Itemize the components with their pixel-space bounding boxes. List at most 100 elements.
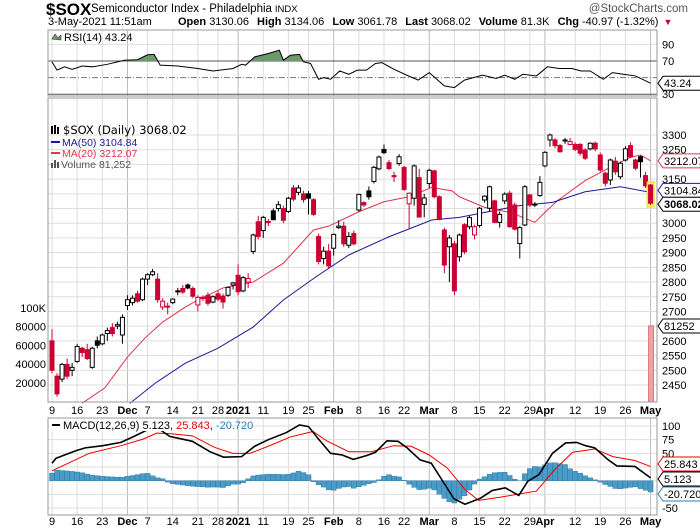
rsi-line <box>51 49 651 89</box>
brand-logo[interactable]: @StockCharts.com <box>588 3 688 15</box>
ma20-value-tag-text: 3212.07 <box>664 156 700 168</box>
date-label: 14 <box>167 405 179 417</box>
macd-date-label: 8 <box>356 516 362 528</box>
candle-body <box>582 149 588 159</box>
candle <box>638 155 644 178</box>
candle-body <box>175 290 181 293</box>
volume-axis-tick: 20000 <box>15 378 46 390</box>
candle-body <box>477 207 483 227</box>
ma50-value-tag-text: 3104.84 <box>664 185 700 197</box>
candle <box>366 186 372 200</box>
candle <box>145 273 151 285</box>
candle <box>381 144 387 155</box>
macd-histogram-bar <box>175 480 181 485</box>
candle <box>542 151 548 168</box>
macd-histogram-bar <box>597 480 603 483</box>
macd-date-label: Mar <box>419 516 439 528</box>
candle <box>295 184 301 196</box>
macd-histogram-bar <box>341 480 347 488</box>
candle <box>195 295 201 312</box>
volume-value-tag-box <box>657 318 700 334</box>
candle-body <box>290 187 296 200</box>
candle-body <box>547 134 553 141</box>
candle <box>230 282 236 290</box>
rsi-axis-tick: 70 <box>662 56 674 68</box>
macd-histogram-bar <box>632 480 639 488</box>
index-name: Semiconductor Index - Philadelphia INDX <box>91 3 298 15</box>
candle <box>104 327 110 341</box>
macd-histogram-bar <box>275 474 282 481</box>
candle <box>391 171 397 183</box>
macd-date-label: 26 <box>619 516 631 528</box>
candle-body <box>542 151 548 167</box>
candle-body <box>155 278 161 301</box>
candle <box>607 158 613 185</box>
rsi-axis-tick: 90 <box>662 39 674 51</box>
candle <box>497 211 503 228</box>
candle <box>567 137 573 146</box>
macd-histogram-bar <box>356 480 362 487</box>
price-axis-tick: 2600 <box>662 336 686 348</box>
candle-body <box>54 375 60 395</box>
date-label: 8 <box>451 405 457 417</box>
rsi-value-tag: 43.24 <box>657 75 700 91</box>
candle-body <box>517 227 523 245</box>
candle <box>346 232 352 249</box>
candle <box>522 184 528 227</box>
macd-legend-separator: , <box>170 420 176 432</box>
macd-date-label: 16 <box>378 516 390 528</box>
open-value: 3130.06 <box>209 16 249 28</box>
macd-histogram-bar <box>94 475 100 481</box>
candle <box>451 240 457 296</box>
candle <box>436 195 442 221</box>
candle-body <box>502 193 508 202</box>
macd-date-label: 16 <box>71 516 83 528</box>
candle-body <box>331 233 337 249</box>
macd-histogram-bar <box>507 475 513 481</box>
candle <box>336 220 342 230</box>
candle <box>446 234 452 283</box>
down-triangle-icon: ▼ <box>663 17 673 27</box>
candle-body <box>607 159 613 181</box>
macd-histogram-bar <box>300 472 307 481</box>
macd-axis-tick: 75 <box>662 435 674 447</box>
candle <box>99 333 105 346</box>
date-label: Mar <box>419 405 439 417</box>
candle <box>572 142 578 152</box>
candle <box>311 198 317 216</box>
macd-histogram-bar <box>79 472 85 481</box>
candle <box>431 169 437 199</box>
candle-body <box>165 305 171 308</box>
candle <box>547 133 553 147</box>
candle <box>627 142 633 158</box>
candle <box>351 230 357 246</box>
candle-body <box>260 216 266 232</box>
candle-body <box>643 175 649 187</box>
candle-body <box>135 293 141 302</box>
index-name-text: Semiconductor Index - Philadelphia <box>91 3 272 15</box>
candle-body <box>356 193 362 211</box>
date-label: 28 <box>212 405 224 417</box>
candle-body <box>436 196 442 220</box>
date-label: 25 <box>302 405 314 417</box>
candle-body <box>522 186 528 226</box>
macd-histogram-bar <box>225 480 231 487</box>
macd-value-tag-text: 5.123 <box>664 474 692 486</box>
candle <box>89 346 95 369</box>
macd-histogram-bar <box>471 480 478 485</box>
candlestick-icon <box>51 125 59 134</box>
candle <box>512 202 518 231</box>
macd-histogram-bar <box>416 480 422 490</box>
macd-histogram-bar <box>421 480 427 490</box>
ma20-line <box>81 154 651 404</box>
macd-histogram-bar <box>220 480 226 488</box>
candle-body <box>84 349 90 360</box>
candle-body <box>507 192 513 228</box>
candle <box>74 343 80 363</box>
macd-histogram-bar <box>200 480 206 488</box>
macd-histogram-bar <box>607 480 614 487</box>
candle-body <box>74 345 80 362</box>
candle <box>646 181 655 208</box>
candle-body <box>627 145 633 158</box>
